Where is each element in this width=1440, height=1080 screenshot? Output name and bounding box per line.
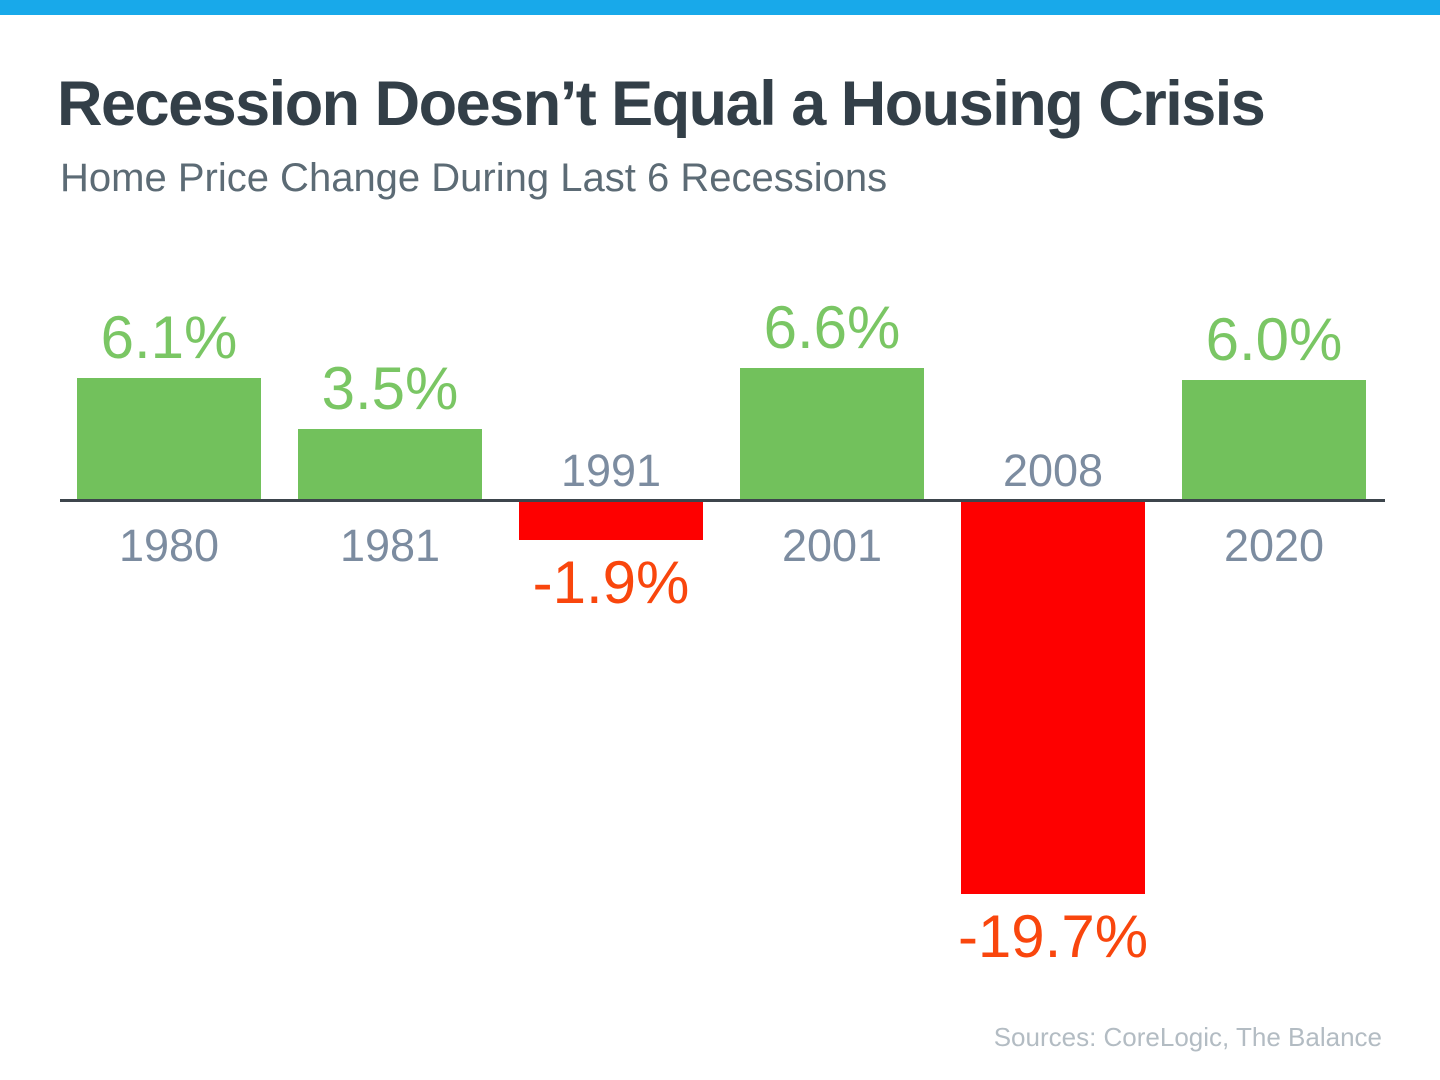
year-label-2020: 2020: [1223, 520, 1325, 571]
value-label-2020: 6.0%: [1205, 305, 1343, 373]
value-label-1980: 6.1%: [100, 303, 238, 371]
value-label-2008: -19.7%: [957, 903, 1149, 971]
top-accent-bar: [0, 0, 1440, 15]
x-axis-line: [60, 499, 1385, 502]
year-label-1980: 1980: [118, 520, 220, 571]
bar-1991: [519, 502, 703, 540]
year-label-1981: 1981: [339, 520, 441, 571]
value-label-2001: 6.6%: [763, 293, 901, 361]
page-subtitle: Home Price Change During Last 6 Recessio…: [60, 156, 888, 200]
bar-1980: [77, 377, 261, 499]
bar-2020: [1182, 379, 1366, 499]
year-label-2001: 2001: [781, 520, 883, 571]
bar-1981: [298, 429, 482, 499]
page-title: Recession Doesn’t Equal a Housing Crisis: [57, 69, 1266, 139]
value-label-1991: -1.9%: [532, 548, 690, 616]
year-label-2008: 2008: [1002, 445, 1104, 496]
bar-2008: [961, 502, 1145, 895]
year-label-1991: 1991: [560, 445, 662, 496]
value-label-1981: 3.5%: [321, 355, 459, 423]
source-note: Sources: CoreLogic, The Balance: [993, 1022, 1382, 1052]
bar-2001: [740, 367, 924, 499]
